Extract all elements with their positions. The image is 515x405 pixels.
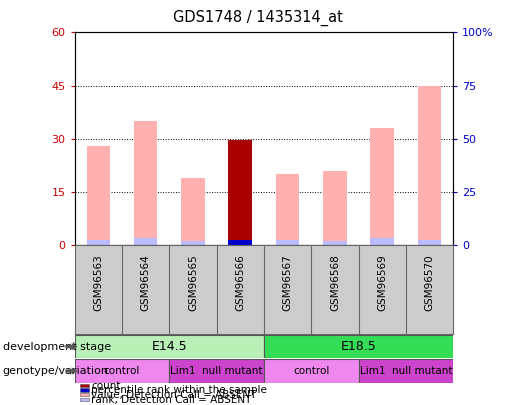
Bar bbox=[75, 335, 264, 358]
Text: GSM96569: GSM96569 bbox=[377, 254, 387, 311]
Bar bbox=[323, 241, 347, 245]
Text: GSM96570: GSM96570 bbox=[424, 254, 435, 311]
Text: E14.5: E14.5 bbox=[151, 340, 187, 353]
Bar bbox=[358, 359, 453, 383]
Text: GSM96564: GSM96564 bbox=[141, 254, 151, 311]
Bar bbox=[75, 359, 169, 383]
Bar bbox=[370, 128, 394, 245]
Text: GSM96566: GSM96566 bbox=[235, 254, 245, 311]
Bar bbox=[418, 240, 441, 245]
Bar bbox=[418, 85, 441, 245]
Bar bbox=[229, 141, 252, 245]
Bar bbox=[276, 174, 299, 245]
Text: GDS1748 / 1435314_at: GDS1748 / 1435314_at bbox=[173, 10, 342, 26]
Text: value, Detection Call = ABSENT: value, Detection Call = ABSENT bbox=[91, 390, 256, 400]
Text: Lim1  null mutant: Lim1 null mutant bbox=[170, 366, 263, 376]
Text: control: control bbox=[293, 366, 330, 376]
Bar bbox=[134, 121, 158, 245]
Text: count: count bbox=[91, 381, 121, 390]
Bar bbox=[264, 359, 358, 383]
Text: GSM96565: GSM96565 bbox=[188, 254, 198, 311]
Bar bbox=[276, 240, 299, 245]
Text: rank, Detection Call = ABSENT: rank, Detection Call = ABSENT bbox=[91, 394, 251, 405]
Bar bbox=[87, 240, 110, 245]
Bar bbox=[169, 359, 264, 383]
Text: GSM96568: GSM96568 bbox=[330, 254, 340, 311]
Text: development stage: development stage bbox=[3, 342, 111, 352]
Bar bbox=[181, 178, 205, 245]
Bar bbox=[264, 335, 453, 358]
Bar bbox=[323, 171, 347, 245]
Text: genotype/variation: genotype/variation bbox=[3, 366, 109, 376]
Text: Lim1  null mutant: Lim1 null mutant bbox=[359, 366, 452, 376]
Bar bbox=[134, 238, 158, 245]
Bar bbox=[87, 146, 110, 245]
Bar bbox=[181, 241, 205, 245]
Text: control: control bbox=[104, 366, 140, 376]
Text: E18.5: E18.5 bbox=[341, 340, 376, 353]
Bar bbox=[370, 238, 394, 245]
Bar bbox=[229, 240, 252, 245]
Text: percentile rank within the sample: percentile rank within the sample bbox=[91, 385, 267, 395]
Text: GSM96563: GSM96563 bbox=[93, 254, 104, 311]
Text: GSM96567: GSM96567 bbox=[283, 254, 293, 311]
